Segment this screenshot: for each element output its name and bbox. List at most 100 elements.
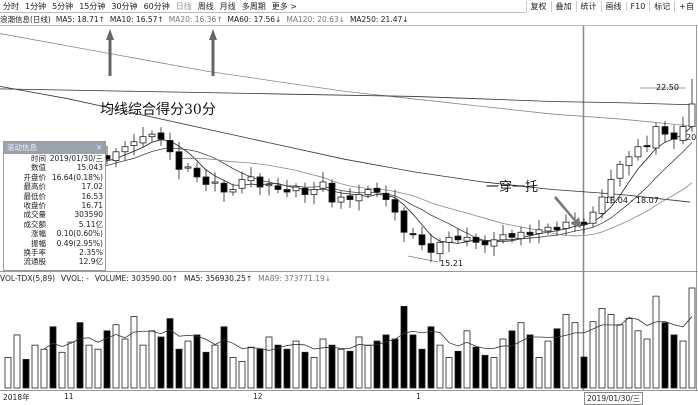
period-tab[interactable]: 更多 >: [271, 1, 297, 11]
candle: [202, 176, 210, 185]
candle: [409, 233, 417, 236]
volume-bar: [166, 318, 174, 389]
tool-button[interactable]: 复权: [525, 1, 551, 12]
candle: [643, 145, 651, 148]
pattern-annotation: 一穿一托: [486, 180, 539, 195]
candle: [220, 182, 228, 193]
candle: [499, 234, 507, 241]
tool-button[interactable]: 统计: [575, 1, 601, 12]
volume-bar: [580, 356, 588, 389]
volume-bar: [634, 330, 642, 389]
high-price-label: 22.50: [656, 83, 679, 92]
tool-button[interactable]: 画线: [600, 1, 626, 12]
candle: [319, 181, 327, 189]
period-tab[interactable]: 多周期: [241, 1, 266, 11]
volume-bar: [355, 336, 363, 389]
vvol-value: VVOL: -: [61, 274, 89, 283]
volume-value: VOLUME: 303590.00↑: [94, 274, 179, 283]
candle: [625, 156, 633, 167]
period-tab[interactable]: 月线: [219, 1, 236, 11]
candle: [310, 189, 318, 195]
volume-bar: [247, 346, 255, 389]
period-tab[interactable]: 15分钟: [79, 1, 106, 11]
candle: [652, 126, 660, 149]
volume-bar: [328, 344, 336, 389]
period-tab[interactable]: 1分钟: [25, 1, 47, 11]
candle: [688, 103, 696, 128]
info-key: 最低价: [23, 191, 47, 201]
info-key: 开盘价: [23, 172, 47, 182]
volume-bar: [427, 326, 435, 389]
info-row: 振幅 0.49(2.95%): [4, 239, 105, 248]
volume-bar: [544, 340, 552, 389]
period-tab[interactable]: 5分钟: [52, 1, 74, 11]
candle: [346, 195, 354, 200]
volume-bar: [67, 341, 75, 389]
volume-bar: [4, 356, 12, 389]
volume-bar: [445, 356, 453, 389]
volume-bar: [94, 348, 102, 389]
period-tab[interactable]: 60分钟: [143, 1, 170, 11]
tool-button[interactable]: 标记: [649, 1, 674, 12]
low-price-label: 15.21: [440, 259, 463, 268]
candle: [283, 189, 291, 193]
volume-bar: [256, 348, 264, 389]
candle: [211, 181, 219, 184]
tool-button[interactable]: F10: [625, 2, 650, 11]
volume-bar: [193, 334, 201, 389]
info-value: 0.49(2.95%): [56, 238, 103, 248]
volume-bar: [553, 328, 561, 389]
volume-bar: [661, 322, 669, 389]
volume-bar: [58, 351, 66, 389]
volume-bar: [112, 324, 120, 389]
candle: [238, 179, 246, 189]
candle: [229, 189, 237, 193]
candle: [193, 167, 201, 178]
ma250-line: [0, 88, 691, 106]
arrow-up-icon: [106, 29, 114, 76]
candle: [391, 199, 399, 213]
ma5-line: [43, 125, 693, 244]
candle: [580, 221, 588, 225]
volume-bar: [31, 344, 39, 389]
info-key: 数值: [31, 163, 46, 173]
volume-bar: [265, 336, 273, 389]
candle: [373, 187, 381, 193]
period-tab[interactable]: 周线: [197, 1, 214, 11]
volume-bar: [652, 295, 660, 389]
tool-button[interactable]: +自: [674, 1, 698, 12]
volume-bar: [85, 344, 93, 389]
period-tab[interactable]: 日线: [175, 1, 192, 11]
candle: [589, 211, 597, 224]
volume-bar: [292, 340, 300, 389]
candle: [481, 240, 489, 246]
leader-line: [407, 255, 439, 263]
volume-bar: [481, 354, 489, 389]
ma20-value: MA20: 16.36↑: [168, 15, 223, 24]
candle: [472, 236, 480, 243]
period-tab[interactable]: 分时: [3, 1, 19, 11]
candle: [364, 189, 372, 195]
info-key: 涨幅: [31, 229, 46, 239]
kline-chart[interactable]: [0, 0, 698, 390]
period-tab[interactable]: 30分钟: [111, 1, 138, 11]
candle: [157, 132, 165, 140]
candle: [337, 196, 345, 203]
candle: [562, 221, 570, 229]
ma5-value: MA5: 18.71↑: [55, 15, 105, 24]
candle: [292, 186, 300, 192]
candle: [490, 239, 498, 247]
info-key: 振幅: [31, 238, 46, 248]
volume-bar: [121, 338, 129, 389]
tool-button[interactable]: 叠加: [550, 1, 576, 12]
volume-bar: [229, 356, 237, 389]
candle: [148, 133, 156, 138]
volume-bar: [409, 334, 417, 389]
close-icon[interactable]: ×: [95, 143, 102, 152]
volume-bar: [13, 334, 21, 389]
info-row: 成交额 5.11亿: [4, 220, 105, 229]
volume-bar: [463, 330, 471, 389]
vol-title: VOL-TDX(5,89): [0, 274, 56, 283]
ma10-line: [88, 142, 693, 242]
volume-bar: [22, 359, 30, 389]
